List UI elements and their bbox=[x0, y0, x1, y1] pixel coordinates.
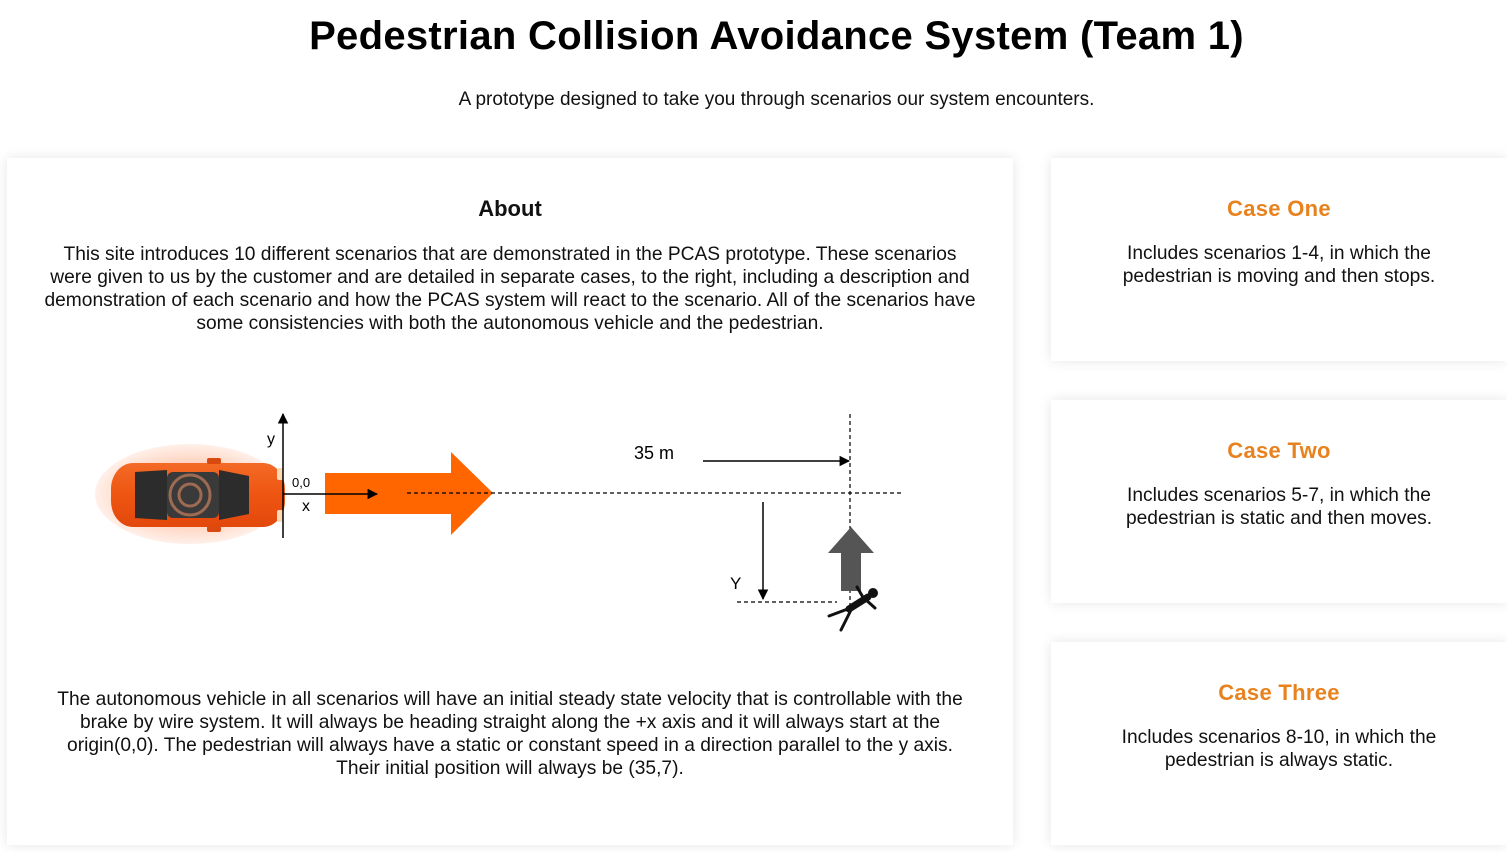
case-two-card[interactable]: Case Two Includes scenarios 5-7, in whic… bbox=[1051, 400, 1507, 603]
page-subtitle: A prototype designed to take you through… bbox=[458, 89, 1095, 110]
car-icon bbox=[95, 444, 285, 544]
offset-label: Y bbox=[730, 574, 741, 593]
case-three-description: Includes scenarios 8-10, in which the pe… bbox=[1121, 727, 1437, 771]
origin-label: 0,0 bbox=[292, 475, 310, 490]
case-two-description: Includes scenarios 5-7, in which the ped… bbox=[1125, 485, 1433, 529]
about-title: About bbox=[478, 196, 542, 221]
scenario-diagram: y 0,0 x 35 m Y bbox=[95, 412, 902, 632]
case-three-title[interactable]: Case Three bbox=[1218, 680, 1340, 705]
case-three-card[interactable]: Case Three Includes scenarios 8-10, in w… bbox=[1051, 642, 1507, 845]
about-vehicle-text: The autonomous vehicle in all scenarios … bbox=[57, 689, 963, 779]
x-axis-label: x bbox=[302, 498, 310, 515]
case-two-title[interactable]: Case Two bbox=[1227, 438, 1331, 463]
distance-label: 35 m bbox=[634, 443, 674, 463]
case-one-description: Includes scenarios 1-4, in which the ped… bbox=[1122, 243, 1436, 287]
pedestrian-direction-arrow bbox=[828, 527, 874, 591]
about-card: About This site introduces 10 different … bbox=[7, 158, 1013, 845]
case-one-title[interactable]: Case One bbox=[1227, 196, 1331, 221]
page-title: Pedestrian Collision Avoidance System (T… bbox=[309, 14, 1244, 58]
about-intro-text: This site introduces 10 different scenar… bbox=[44, 244, 976, 334]
case-one-card[interactable]: Case One Includes scenarios 1-4, in whic… bbox=[1051, 158, 1507, 361]
pedestrian-icon bbox=[827, 585, 878, 632]
y-axis-label: y bbox=[267, 431, 275, 448]
